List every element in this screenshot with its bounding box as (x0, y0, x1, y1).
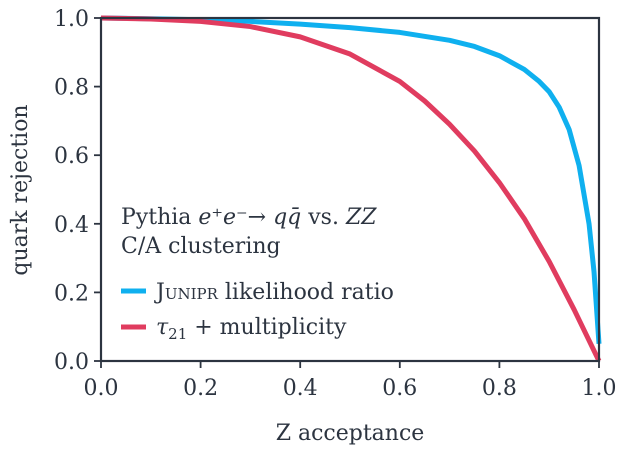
legend-title-suffix: ZZ (345, 205, 377, 230)
series-line-0 (100, 15, 602, 345)
legend-label-tau21: τ21 + multiplicity (156, 315, 347, 343)
plot-frame (99, 16, 601, 363)
x-tick-label: 0.8 (482, 376, 517, 401)
legend: Pythia e⁺e⁻→ qq̄ vs. ZZ C/A clustering J… (121, 205, 394, 343)
y-tick-label: 0.6 (54, 144, 89, 169)
x-tick-label: 0.6 (382, 376, 417, 401)
ticks-layer: 0.0 0.2 0.4 0.6 0.8 1.0 0.0 0.2 0.4 0.6 0.8 1.0 (54, 7, 617, 401)
y-axis-title: quark rejection (8, 104, 33, 275)
legend-title-line2: C/A clustering (121, 234, 281, 259)
y-tick-label: 0.8 (54, 76, 89, 101)
legend-label-junipr: Junipr likelihood ratio (154, 280, 394, 305)
x-tick-label: 0.4 (283, 376, 318, 401)
y-tick-label: 1.0 (54, 7, 89, 32)
legend-title-middle: vs. (301, 205, 346, 230)
series-line-1 (100, 15, 602, 363)
x-tick-label: 0.2 (183, 376, 218, 401)
x-axis-title: Z acceptance (276, 421, 425, 446)
x-tick-label: 1.0 (582, 376, 617, 401)
legend-title-prefix: Pythia (121, 205, 198, 230)
legend-title-line1: Pythia e⁺e⁻→ qq̄ vs. ZZ (121, 205, 377, 230)
series-layer (100, 15, 602, 363)
y-tick-label: 0.0 (54, 350, 89, 375)
y-tick-label: 0.4 (54, 213, 89, 238)
x-tick-label: 0.0 (84, 376, 119, 401)
legend-title-process: e⁺e⁻→ qq̄ (198, 205, 301, 230)
y-tick-label: 0.2 (54, 281, 89, 306)
